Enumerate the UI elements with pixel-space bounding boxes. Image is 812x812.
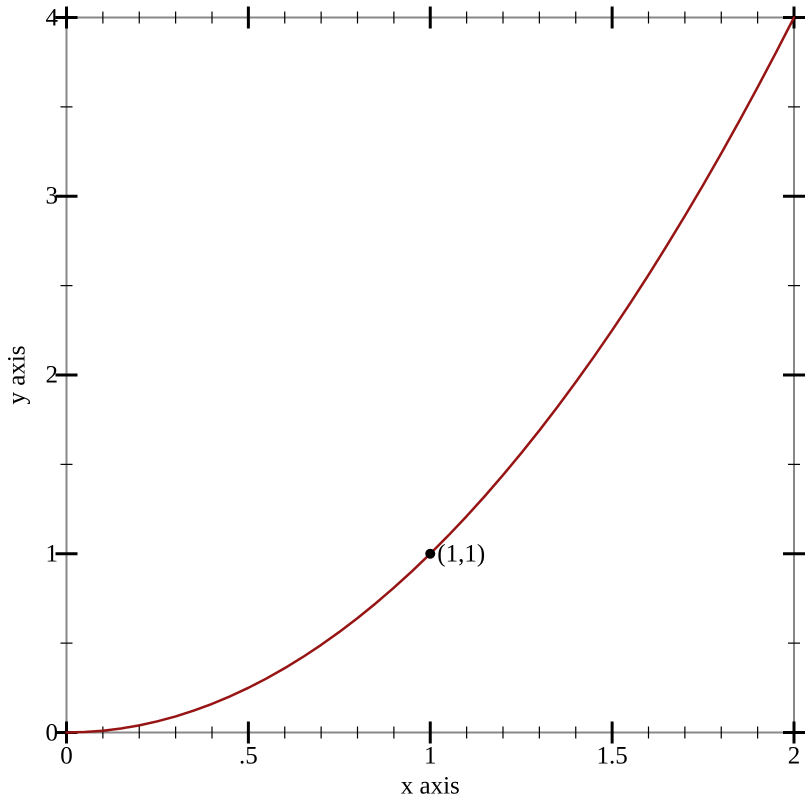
- axes-frame: [65, 16, 795, 734]
- function-curve: [65, 16, 796, 734]
- point-marker: [425, 548, 436, 559]
